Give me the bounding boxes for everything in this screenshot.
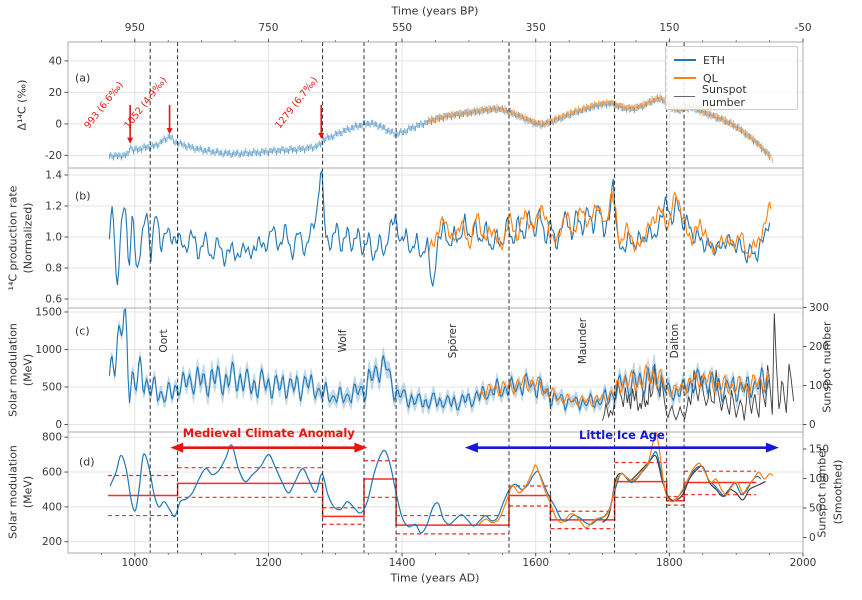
tick-label: 0 [55,118,62,130]
bottom-axis-title: Time (years AD) [390,571,480,585]
tick-label: 400 [42,501,62,513]
ylabel-panel-d-line2: (MeV) [21,475,35,509]
ylabel-panel-b-line1: ¹⁴C production rate [6,185,20,291]
tick-label: 350 [526,22,546,34]
minimum-label-wolf: Wolf [337,329,350,353]
tick-label: 0 [809,419,816,431]
top-axis-title: Time (years BP) [391,4,479,18]
tick-label: 50 [809,503,822,515]
tick-label: 600 [42,467,62,479]
tick-label: 800 [42,432,62,444]
tick-label: 500 [42,381,62,393]
tick-label: 1200 [255,557,282,569]
panel-d-plot [108,432,774,535]
minimum-label-sporer: Spörer [446,323,459,359]
ylabel-panel-c-line2: (MeV) [21,353,35,387]
minimum-label-dalton: Dalton [669,323,682,359]
era-label-little-ice-age: Little Ice Age [579,428,665,443]
tick-label: 100 [809,380,829,392]
tick-label: 1.4 [45,169,62,181]
tick-label: 300 [809,302,829,314]
tick-label: 1800 [656,557,683,569]
legend-line-ql-icon [674,77,696,79]
tick-label: 1500 [35,306,62,318]
legend-line-eth-icon [674,59,696,61]
tick-label: 1400 [389,557,416,569]
era-label-medieval-climate-anomaly: Medieval Climate Anomaly [182,426,355,441]
legend-line-sunspot-icon [674,95,695,97]
tick-label: 1000 [35,344,62,356]
tick-label: 40 [49,55,62,67]
tick-label: 1.2 [45,200,62,212]
legend: ETH QL Sunspot number [665,46,798,110]
tick-label: 0 [55,419,62,431]
panel-b-letter: (b) [75,189,91,203]
right-label-panel-d-line2: (Smoothed) [831,459,845,525]
legend-label-sunspot: Sunspot number [702,83,747,109]
tick-label: 550 [392,22,412,34]
annotation-arrows [127,105,779,453]
tick-label: 0.6 [45,294,62,306]
tick-label: 200 [809,341,829,353]
minima-dashed-lines [149,42,685,553]
tick-label: 100 [809,473,829,485]
tick-label: 750 [258,22,278,34]
tick-label: 200 [42,536,62,548]
tick-label: -50 [794,22,811,34]
legend-label-ql: QL [703,71,718,85]
tick-label: 0.8 [45,263,62,275]
ylabel-panel-a: Δ¹⁴C (‰) [15,79,29,131]
ylabel-panel-c-line1: Solar modulation [6,323,20,417]
tick-label: 150 [809,444,829,456]
panel-c-letter: (c) [75,324,90,338]
legend-item-sunspot: Sunspot number [674,83,789,109]
tick-label: 150 [659,22,679,34]
right-label-panel-d-line1: Sunspot number [815,446,829,538]
tick-label: 20 [49,87,62,99]
legend-item-ql: QL [674,69,789,87]
panel-c-plot [108,308,795,422]
panel-b-plot [108,170,772,287]
panel-a-letter: (a) [75,71,91,85]
right-label-panel-c: Sunspot number [820,321,834,413]
tick-label: 1.0 [45,231,62,243]
minimum-label-maunder: Maunder [576,317,589,365]
tick-label: 1000 [121,557,148,569]
ylabel-panel-b-line2: (Normalized) [21,202,35,274]
ylabel-panel-d-line1: Solar modulation [6,445,20,539]
legend-label-eth: ETH [703,53,725,67]
tick-label: -20 [45,150,62,162]
tick-label: 1600 [522,557,549,569]
legend-item-eth: ETH [674,51,789,69]
tick-label: 950 [125,22,145,34]
tick-label: 0 [809,532,816,544]
minimum-label-oort: Oort [157,329,170,353]
panel-d-letter: (d) [79,455,95,469]
tick-label: 2000 [790,557,817,569]
